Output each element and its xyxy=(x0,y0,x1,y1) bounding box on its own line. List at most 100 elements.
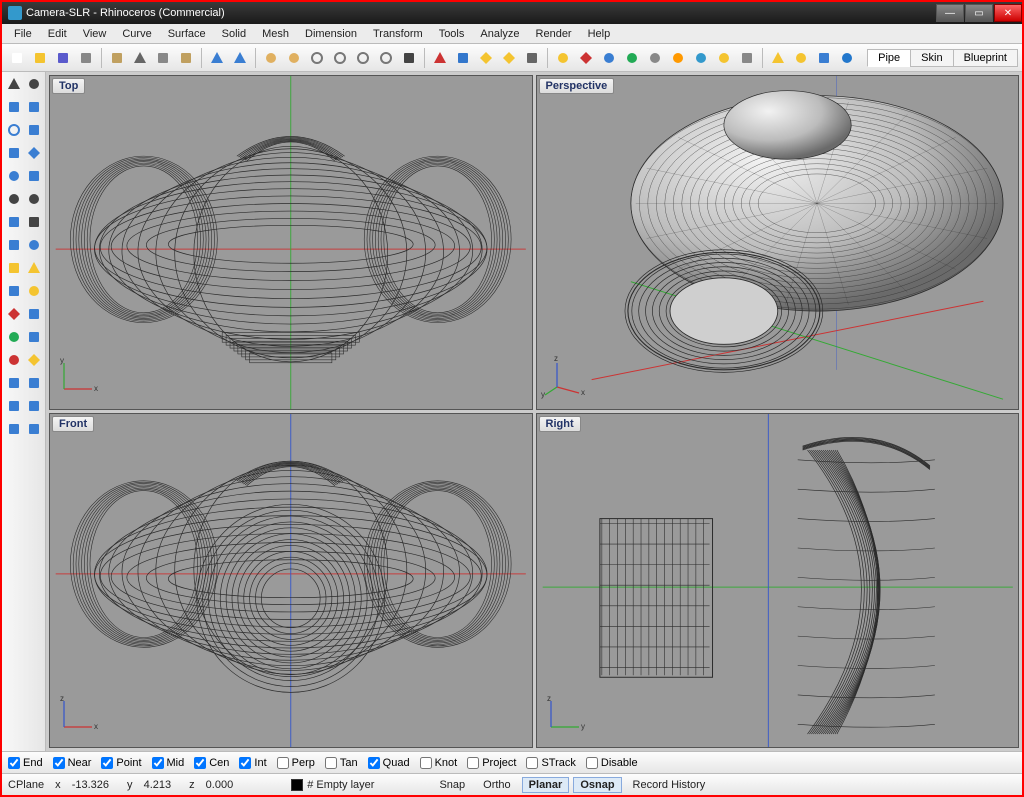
hide-icon[interactable] xyxy=(498,47,520,69)
osnap-tan-checkbox[interactable] xyxy=(325,757,337,769)
transform-tool-icon[interactable] xyxy=(4,396,23,415)
gear-icon[interactable] xyxy=(790,47,812,69)
osnap-mid[interactable]: Mid xyxy=(152,757,185,769)
undo-icon[interactable] xyxy=(206,47,228,69)
layers-icon[interactable] xyxy=(452,47,474,69)
menu-solid[interactable]: Solid xyxy=(214,26,254,42)
osnap-cen[interactable]: Cen xyxy=(194,757,229,769)
osnap-tan[interactable]: Tan xyxy=(325,757,358,769)
sphere-tool-icon[interactable] xyxy=(24,235,43,254)
menu-render[interactable]: Render xyxy=(528,26,580,42)
sun-icon[interactable] xyxy=(713,47,735,69)
box-tool-icon[interactable] xyxy=(4,235,23,254)
menu-edit[interactable]: Edit xyxy=(40,26,75,42)
open-file-icon[interactable] xyxy=(29,47,51,69)
save-file-icon[interactable] xyxy=(52,47,74,69)
osnap-mid-checkbox[interactable] xyxy=(152,757,164,769)
environment-icon[interactable] xyxy=(690,47,712,69)
menu-view[interactable]: View xyxy=(75,26,115,42)
menu-analyze[interactable]: Analyze xyxy=(472,26,527,42)
cursor-icon[interactable] xyxy=(767,47,789,69)
osnap-disable[interactable]: Disable xyxy=(586,757,638,769)
help-icon[interactable] xyxy=(836,47,858,69)
blend-tool-icon[interactable] xyxy=(24,327,43,346)
osnap-perp-checkbox[interactable] xyxy=(277,757,289,769)
tab-blueprint[interactable]: Blueprint xyxy=(953,49,1018,67)
menu-file[interactable]: File xyxy=(6,26,40,42)
rectangle-tool-icon[interactable] xyxy=(4,143,23,162)
new-file-icon[interactable] xyxy=(6,47,28,69)
sweep-tool-icon[interactable] xyxy=(24,304,43,323)
menu-surface[interactable]: Surface xyxy=(160,26,214,42)
circle-tool-icon[interactable] xyxy=(4,120,23,139)
menu-curve[interactable]: Curve xyxy=(114,26,159,42)
osnap-end[interactable]: End xyxy=(8,757,43,769)
viewport-front[interactable]: Frontx z xyxy=(49,413,533,748)
zoom-selected-icon[interactable] xyxy=(375,47,397,69)
tab-pipe[interactable]: Pipe xyxy=(867,49,911,67)
extrude-tool-icon[interactable] xyxy=(4,281,23,300)
menu-transform[interactable]: Transform xyxy=(365,26,431,42)
set-view-icon[interactable] xyxy=(429,47,451,69)
analyze-tool-icon[interactable] xyxy=(4,419,23,438)
rotate-view-icon[interactable] xyxy=(283,47,305,69)
menu-help[interactable]: Help xyxy=(580,26,619,42)
osnap-quad[interactable]: Quad xyxy=(368,757,410,769)
array-tool-icon[interactable] xyxy=(24,396,43,415)
paste-icon[interactable] xyxy=(106,47,128,69)
osnap-int-checkbox[interactable] xyxy=(239,757,251,769)
record-tool-icon[interactable] xyxy=(4,350,23,369)
ellipse-tool-icon[interactable] xyxy=(4,166,23,185)
points-tool-icon[interactable] xyxy=(24,189,43,208)
osnap-int[interactable]: Int xyxy=(239,757,266,769)
properties-tool-icon[interactable] xyxy=(24,419,43,438)
status-toggle-ortho[interactable]: Ortho xyxy=(476,777,518,793)
viewport-top[interactable]: Topx y xyxy=(49,75,533,410)
maximize-button[interactable]: ▭ xyxy=(965,4,993,22)
osnap-near[interactable]: Near xyxy=(53,757,92,769)
viewport-label[interactable]: Right xyxy=(539,416,581,432)
status-toggle-osnap[interactable]: Osnap xyxy=(573,777,621,793)
menu-dimension[interactable]: Dimension xyxy=(297,26,365,42)
osnap-end-checkbox[interactable] xyxy=(8,757,20,769)
cut-icon[interactable] xyxy=(129,47,151,69)
status-toggle-snap[interactable]: Snap xyxy=(432,777,472,793)
minimize-button[interactable]: — xyxy=(936,4,964,22)
osnap-near-checkbox[interactable] xyxy=(53,757,65,769)
viewport-label[interactable]: Top xyxy=(52,78,85,94)
print-icon[interactable] xyxy=(75,47,97,69)
osnap-strack-checkbox[interactable] xyxy=(526,757,538,769)
viewport-perspective[interactable]: Perspectivex y z xyxy=(536,75,1020,410)
osnap-point[interactable]: Point xyxy=(101,757,141,769)
viewport-right[interactable]: Righty z xyxy=(536,413,1020,748)
layer-readout[interactable]: # Empty layer xyxy=(291,779,374,791)
redo-icon[interactable] xyxy=(229,47,251,69)
render-preview-icon[interactable] xyxy=(621,47,643,69)
toolbox-icon[interactable] xyxy=(813,47,835,69)
status-toggle-record-history[interactable]: Record History xyxy=(626,777,713,793)
options-icon[interactable] xyxy=(736,47,758,69)
osnap-quad-checkbox[interactable] xyxy=(368,757,380,769)
dimension-tool-icon[interactable] xyxy=(24,212,43,231)
polygon-tool-icon[interactable] xyxy=(24,143,43,162)
loft-tool-icon[interactable] xyxy=(4,304,23,323)
osnap-knot-checkbox[interactable] xyxy=(420,757,432,769)
viewport-label[interactable]: Perspective xyxy=(539,78,615,94)
render-icon[interactable] xyxy=(598,47,620,69)
select-tool-icon[interactable] xyxy=(4,74,23,93)
osnap-strack[interactable]: STrack xyxy=(526,757,575,769)
arc-tool-icon[interactable] xyxy=(24,120,43,139)
four-view-icon[interactable] xyxy=(398,47,420,69)
explode-tool-icon[interactable] xyxy=(24,350,43,369)
cone-tool-icon[interactable] xyxy=(24,258,43,277)
point-tool-icon[interactable] xyxy=(4,189,23,208)
ungroup-tool-icon[interactable] xyxy=(24,373,43,392)
color-wheel-icon[interactable] xyxy=(667,47,689,69)
osnap-knot[interactable]: Knot xyxy=(420,757,458,769)
osnap-perp[interactable]: Perp xyxy=(277,757,315,769)
cylinder-tool-icon[interactable] xyxy=(4,258,23,277)
tab-skin[interactable]: Skin xyxy=(910,49,953,67)
lock-icon[interactable] xyxy=(521,47,543,69)
shade-icon[interactable] xyxy=(575,47,597,69)
boolean-tool-icon[interactable] xyxy=(4,327,23,346)
